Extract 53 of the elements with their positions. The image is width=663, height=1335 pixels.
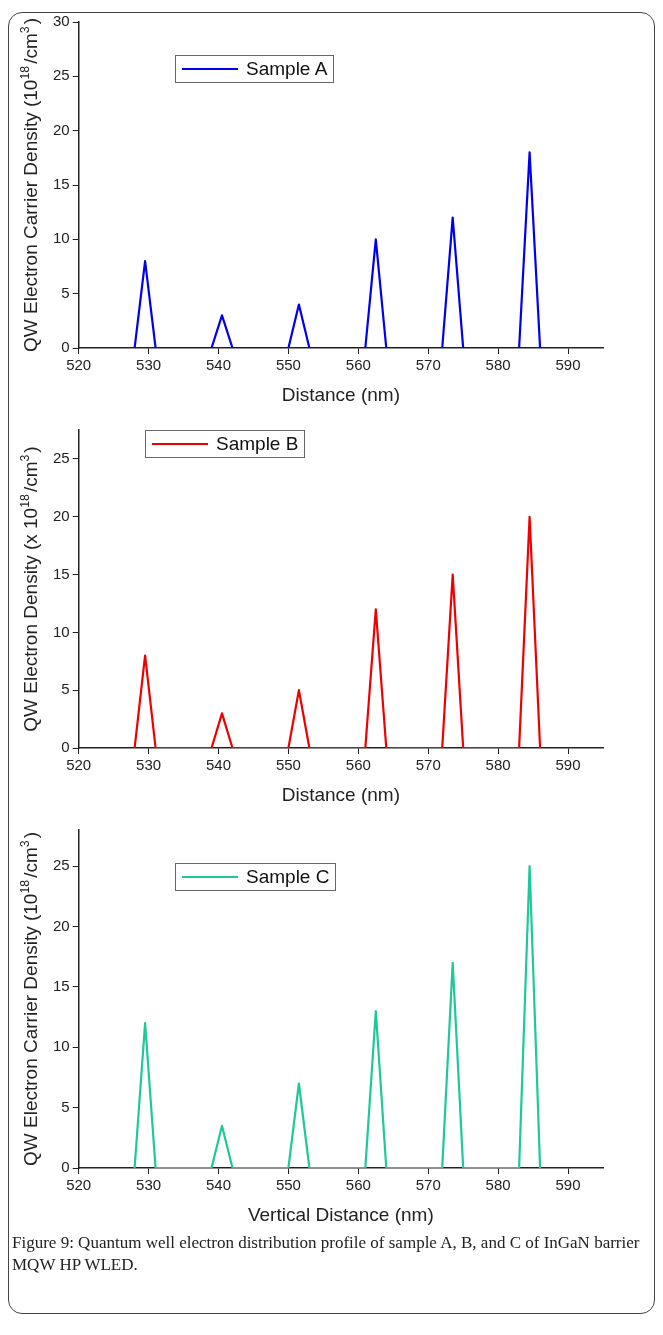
x-tick-label: 550	[275, 756, 301, 774]
y-axis-title: QW Electron Carrier Density (1018/cm3)	[17, 832, 42, 1166]
x-tick-label: 590	[555, 756, 581, 774]
y-tick-label: 10	[53, 229, 70, 247]
x-tick-label: 530	[136, 756, 162, 774]
x-tick-label: 520	[66, 1176, 92, 1194]
y-tick-label: 15	[53, 175, 70, 193]
x-axis-title: Distance (nm)	[281, 384, 400, 406]
y-tick-label: 25	[53, 856, 70, 874]
x-tick-label: 570	[415, 1176, 441, 1194]
y-axis-title: QW Electron Carrier Density (1018/cm3)	[17, 18, 42, 352]
y-tick-label: 10	[53, 1037, 70, 1055]
x-tick-label: 590	[555, 356, 581, 374]
y-tick-label: 25	[53, 449, 70, 467]
x-tick-label: 580	[485, 756, 511, 774]
x-tick-label: 520	[66, 756, 92, 774]
y-tick-label: 5	[61, 680, 70, 698]
x-tick-label: 550	[275, 356, 301, 374]
x-axis-title: Vertical Distance (nm)	[247, 1204, 434, 1226]
x-tick-label: 540	[205, 756, 232, 774]
x-tick-label: 530	[136, 356, 162, 374]
x-tick-label: 550	[275, 1176, 301, 1194]
legend-label: Sample A	[246, 58, 328, 80]
y-tick-label: 20	[53, 916, 70, 934]
y-tick-label: 30	[53, 12, 70, 30]
legend-label: Sample C	[246, 866, 330, 888]
y-axis-title: QW Electron Density (x 1018/cm3)	[17, 446, 42, 732]
y-tick-label: 15	[53, 564, 70, 582]
y-tick-label: 20	[53, 506, 70, 524]
y-tick-label: 20	[53, 120, 70, 138]
x-tick-label: 590	[555, 1176, 581, 1194]
x-tick-label: 580	[485, 356, 511, 374]
x-tick-label: 520	[66, 356, 92, 374]
y-tick-label: 25	[53, 66, 70, 84]
x-tick-label: 560	[345, 1176, 371, 1194]
x-tick-label: 560	[345, 356, 371, 374]
y-tick-label: 0	[61, 1158, 70, 1176]
y-tick-label: 5	[61, 283, 70, 301]
x-tick-label: 530	[136, 1176, 162, 1194]
x-axis-title: Distance (nm)	[281, 784, 400, 806]
caption: Figure 9: Quantum well electron distribution profile of sample A, B, and C of InGaN barrier MQW HP WLED.	[12, 1232, 641, 1277]
x-tick-label: 540	[205, 1176, 232, 1194]
y-tick-label: 10	[53, 622, 70, 640]
x-tick-label: 580	[485, 1176, 511, 1194]
x-tick-label: 560	[345, 756, 371, 774]
x-tick-label: 540	[205, 356, 232, 374]
y-tick-label: 0	[61, 338, 70, 356]
x-tick-label: 570	[415, 356, 441, 374]
y-tick-label: 15	[53, 977, 70, 995]
y-tick-label: 0	[61, 738, 70, 756]
x-tick-label: 570	[415, 756, 441, 774]
y-tick-label: 5	[61, 1097, 70, 1115]
legend-label: Sample B	[216, 433, 299, 455]
